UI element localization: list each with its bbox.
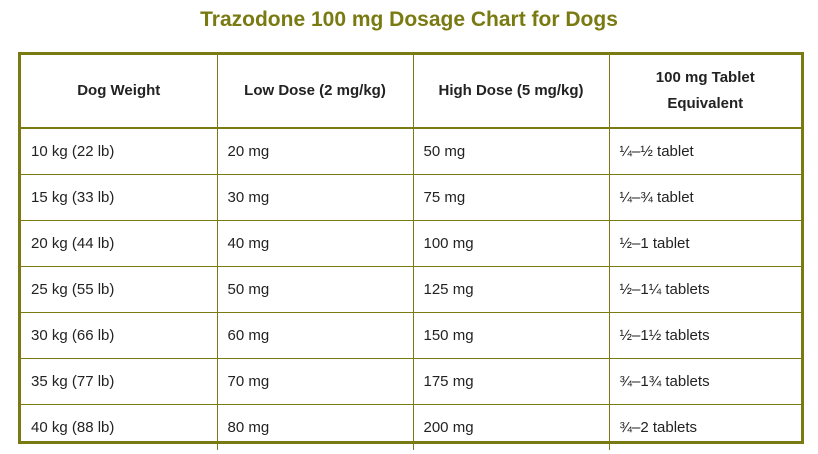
header-high-dose: High Dose (5 mg/kg) xyxy=(412,55,610,129)
cell-low-dose: 60 mg xyxy=(216,312,414,359)
cell-dog-weight: 40 kg (88 lb) xyxy=(21,404,218,450)
dosage-table: Dog Weight Low Dose (2 mg/kg) High Dose … xyxy=(21,55,801,450)
cell-low-dose: 20 mg xyxy=(216,127,414,175)
table-row: 30 kg (66 lb) 60 mg 150 mg ½–1½ tablets xyxy=(21,312,801,359)
cell-tablet-equivalent: ¼–¾ tablet xyxy=(608,174,801,221)
cell-low-dose: 50 mg xyxy=(216,266,414,313)
page-title: Trazodone 100 mg Dosage Chart for Dogs xyxy=(200,8,618,31)
cell-tablet-equivalent: ½–1¼ tablets xyxy=(608,266,801,313)
table-row: 20 kg (44 lb) 40 mg 100 mg ½–1 tablet xyxy=(21,220,801,267)
cell-low-dose: 40 mg xyxy=(216,220,414,267)
table-header: Dog Weight Low Dose (2 mg/kg) High Dose … xyxy=(21,55,801,129)
cell-low-dose: 30 mg xyxy=(216,174,414,221)
cell-tablet-equivalent: ½–1½ tablets xyxy=(608,312,801,359)
cell-high-dose: 50 mg xyxy=(412,127,610,175)
cell-high-dose: 150 mg xyxy=(412,312,610,359)
table-body: 10 kg (22 lb) 20 mg 50 mg ¼–½ tablet 15 … xyxy=(21,127,801,450)
table-row: 35 kg (77 lb) 70 mg 175 mg ¾–1¾ tablets xyxy=(21,358,801,405)
cell-dog-weight: 35 kg (77 lb) xyxy=(21,358,218,405)
cell-high-dose: 200 mg xyxy=(412,404,610,450)
dosage-table-frame: Dog Weight Low Dose (2 mg/kg) High Dose … xyxy=(18,52,804,450)
cell-tablet-equivalent: ¾–1¾ tablets xyxy=(608,358,801,405)
table-row: 40 kg (88 lb) 80 mg 200 mg ¾–2 tablets xyxy=(21,404,801,450)
cell-dog-weight: 25 kg (55 lb) xyxy=(21,266,218,313)
cell-high-dose: 100 mg xyxy=(412,220,610,267)
cell-high-dose: 75 mg xyxy=(412,174,610,221)
header-tablet-equivalent: 100 mg Tablet Equivalent xyxy=(608,55,801,129)
cell-dog-weight: 30 kg (66 lb) xyxy=(21,312,218,359)
cell-tablet-equivalent: ½–1 tablet xyxy=(608,220,801,267)
cell-tablet-equivalent: ¼–½ tablet xyxy=(608,127,801,175)
cell-low-dose: 80 mg xyxy=(216,404,414,450)
table-row: 10 kg (22 lb) 20 mg 50 mg ¼–½ tablet xyxy=(21,127,801,175)
cell-high-dose: 125 mg xyxy=(412,266,610,313)
cell-high-dose: 175 mg xyxy=(412,358,610,405)
cell-tablet-equivalent: ¾–2 tablets xyxy=(608,404,801,450)
header-dog-weight: Dog Weight xyxy=(21,55,218,129)
header-low-dose: Low Dose (2 mg/kg) xyxy=(216,55,414,129)
table-row: 25 kg (55 lb) 50 mg 125 mg ½–1¼ tablets xyxy=(21,266,801,313)
cell-dog-weight: 20 kg (44 lb) xyxy=(21,220,218,267)
cell-dog-weight: 15 kg (33 lb) xyxy=(21,174,218,221)
cell-low-dose: 70 mg xyxy=(216,358,414,405)
table-row: 15 kg (33 lb) 30 mg 75 mg ¼–¾ tablet xyxy=(21,174,801,221)
table-header-row: Dog Weight Low Dose (2 mg/kg) High Dose … xyxy=(21,55,801,129)
cell-dog-weight: 10 kg (22 lb) xyxy=(21,127,218,175)
